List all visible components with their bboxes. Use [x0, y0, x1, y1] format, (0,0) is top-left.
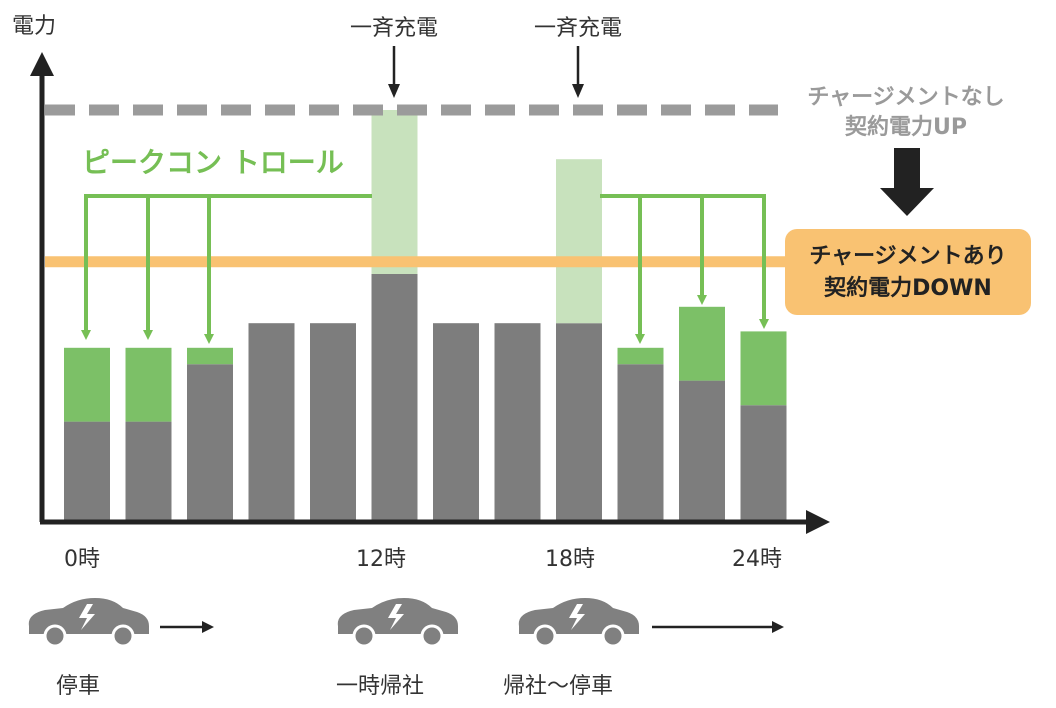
peak-control-label: ピークコン トロール [82, 146, 344, 179]
simultaneous-charge-label-2: 一斉充電 [534, 16, 622, 41]
x-axis-arrowhead [806, 510, 830, 534]
base-load-bar [64, 421, 110, 520]
movement-arrow-icon [652, 621, 784, 633]
with-management-label-line2: 契約電力DOWN [823, 275, 992, 301]
electric-car-icon [337, 598, 458, 648]
movement-arrow-icon [160, 621, 214, 633]
no-management-label-line2: 契約電力UP [844, 114, 967, 140]
charge-arrow-1-head [388, 84, 400, 98]
peak-charge-bar [556, 159, 602, 324]
bar-stack-group [64, 110, 787, 520]
base-load-bar [617, 364, 664, 520]
base-load-bar [740, 405, 787, 520]
car-label-return-park: 帰社～停車 [503, 674, 613, 699]
simultaneous-charge-label-1: 一斉充電 [350, 16, 438, 41]
shifted-charge-bar [64, 347, 110, 422]
no-management-label-line1: チャージメントなし [807, 85, 1004, 110]
shifted-charge-bar [187, 347, 233, 365]
time-label-0: 0時 [64, 547, 100, 572]
base-load-bar [494, 323, 541, 520]
time-label-12: 12時 [356, 547, 406, 572]
y-axis-label: 電力 [12, 14, 56, 39]
car-label-temp-return: 一時帰社 [336, 674, 424, 699]
time-label-24: 24時 [732, 547, 782, 572]
charge-arrow-2-head [572, 84, 584, 98]
base-load-bar [433, 323, 479, 520]
base-load-bar [248, 323, 295, 520]
shifted-charge-bar [125, 347, 172, 422]
time-label-18: 18時 [545, 547, 595, 572]
base-load-bar [125, 421, 172, 520]
electric-car-icon [518, 598, 639, 648]
peak-shift-arrows-left [81, 194, 372, 344]
electric-car-icon [28, 598, 149, 648]
down-arrow-icon [880, 148, 934, 216]
base-load-bar [371, 274, 418, 520]
base-load-bar [679, 380, 725, 520]
base-load-bar [310, 323, 356, 520]
peak-shift-arrows-right [600, 194, 769, 344]
shifted-charge-bar [679, 306, 725, 381]
shifted-charge-bar [740, 331, 787, 406]
shifted-charge-bar [617, 347, 664, 365]
with-management-callout [785, 229, 1031, 315]
y-axis-arrowhead [30, 52, 54, 76]
with-management-label-line1: チャージメントあり [809, 244, 1006, 269]
peak-charge-bar [371, 110, 418, 274]
base-load-bar [187, 364, 233, 520]
car-label-parked: 停車 [56, 674, 100, 699]
base-load-bar [556, 323, 602, 520]
